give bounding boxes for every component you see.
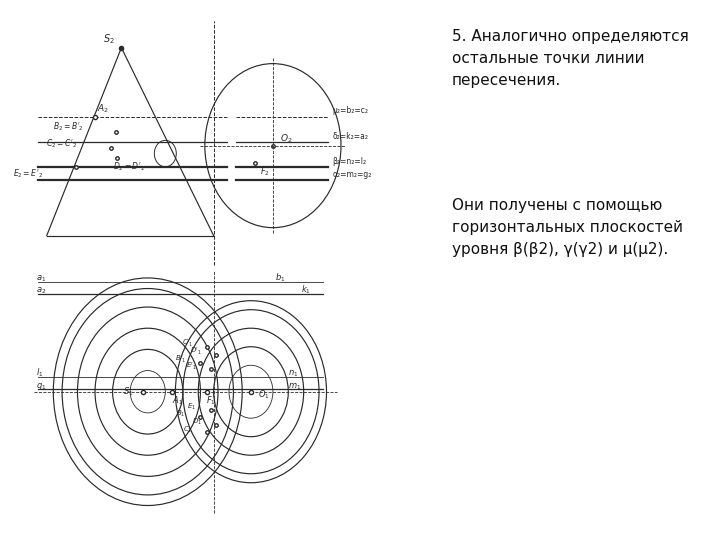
Text: $S_1$: $S_1$ (122, 386, 133, 398)
Text: $D_2=D'_2$: $D_2=D'_2$ (113, 160, 145, 173)
Text: $E_1$: $E_1$ (187, 402, 197, 412)
Text: δ₂=k₂=a₂: δ₂=k₂=a₂ (332, 132, 368, 141)
Text: $A_2$: $A_2$ (97, 102, 109, 114)
Text: $O_2$: $O_2$ (279, 132, 292, 145)
Text: $D'_1$: $D'_1$ (190, 346, 202, 357)
Text: $F_1$: $F_1$ (206, 394, 216, 407)
Text: $a_1$: $a_1$ (36, 274, 46, 284)
Text: $B_1$: $B_1$ (176, 409, 186, 419)
Text: α₂=m₂=g₂: α₂=m₂=g₂ (332, 170, 372, 179)
Text: $C_1$: $C_1$ (183, 424, 192, 435)
Text: $a_2$: $a_2$ (36, 286, 46, 296)
Text: $n_1$: $n_1$ (288, 369, 299, 379)
Text: 5. Аналогично определяются
остальные точки линии
пересечения.: 5. Аналогично определяются остальные точ… (451, 29, 688, 89)
Text: $b_1$: $b_1$ (275, 272, 286, 284)
Text: $k_1$: $k_1$ (302, 284, 312, 296)
Text: $l_1$: $l_1$ (36, 367, 43, 379)
Text: $m_1$: $m_1$ (288, 381, 302, 391)
Text: $B_2=B'_2$: $B_2=B'_2$ (53, 121, 84, 133)
Text: $S_2$: $S_2$ (103, 32, 115, 46)
Text: $A_1$: $A_1$ (172, 394, 183, 407)
Text: β₂=n₂=l₂: β₂=n₂=l₂ (332, 157, 366, 166)
Text: μ₂=b₂=c₂: μ₂=b₂=c₂ (332, 106, 368, 116)
Text: $q_1$: $q_1$ (36, 381, 46, 392)
Text: $D_1$: $D_1$ (192, 417, 202, 427)
Text: Они получены с помощью
горизонтальных плоскостей
уровня β(β2), γ(γ2) и μ(μ2).: Они получены с помощью горизонтальных пл… (451, 198, 683, 257)
Text: $E'_1$: $E'_1$ (186, 361, 197, 372)
Text: $B'_1$: $B'_1$ (175, 354, 186, 365)
Text: $F_2$: $F_2$ (260, 165, 270, 178)
Text: $O_1$: $O_1$ (258, 388, 269, 401)
Text: $C'_1$: $C'_1$ (181, 338, 193, 349)
Text: $E_2=E'_2$: $E_2=E'_2$ (12, 167, 42, 180)
Text: $C_2=C'_2$: $C_2=C'_2$ (46, 137, 77, 150)
